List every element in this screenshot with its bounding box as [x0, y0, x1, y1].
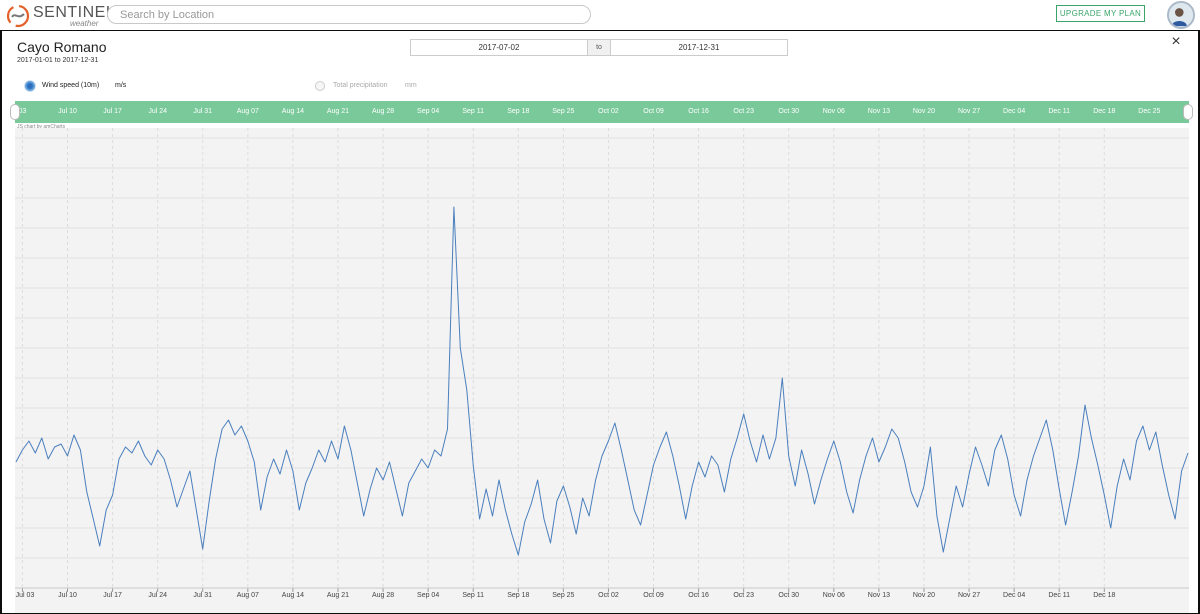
x-tick-label: Jul 10 — [58, 592, 77, 599]
scrollbar-date-label: Oct 23 — [733, 108, 754, 115]
chart-plot-area[interactable]: Jul 03 Jul 10 Jul 17 Jul 24 Jul 31 Aug 07 Aug … — [15, 128, 1189, 613]
x-tick-label: Oct 30 — [778, 592, 800, 599]
scrollbar-date-label: Dec 11 — [1048, 108, 1071, 115]
scrollbar-date-label: Nov 13 — [867, 108, 890, 115]
brand-subtitle: weather — [70, 19, 99, 28]
upgrade-plan-button[interactable]: UPGRADE MY PLAN — [1056, 5, 1145, 22]
date-to-label: to — [588, 39, 610, 56]
x-tick-label: Oct 16 — [688, 592, 709, 599]
x-tick-label: Aug 07 — [236, 592, 259, 599]
x-tick-label: Oct 23 — [733, 592, 754, 599]
x-tick-label: Aug 28 — [371, 592, 395, 599]
wind-speed-chart — [15, 128, 1189, 592]
scrollbar-date-label: Jul 31 — [193, 108, 213, 115]
data-date-range: 2017-01-01 to 2017-12-31 — [17, 57, 99, 64]
x-tick-label: Sep 18 — [507, 592, 530, 599]
scrollbar-date-label: Sep 04 — [417, 108, 440, 115]
scrollbar-date-label: 03 — [18, 108, 27, 115]
x-tick-label: Dec 11 — [1048, 592, 1071, 599]
scrollbar-date-label: Aug 14 — [281, 108, 304, 115]
scrollbar-date-label: Sep 11 — [462, 108, 485, 115]
precipitation-radio[interactable] — [315, 81, 325, 91]
scrollbar-date-label: Sep 18 — [507, 108, 530, 115]
x-tick-label: Jul 31 — [193, 592, 213, 599]
x-tick-label: Jul 24 — [148, 592, 167, 599]
legend-precipitation-unit: mm — [405, 82, 417, 89]
x-tick-label: Dec 18 — [1093, 592, 1116, 599]
scrollbar-date-label: Nov 06 — [822, 108, 845, 115]
x-tick-label: Sep 04 — [417, 592, 440, 599]
scrollbar-date-label: Oct 02 — [598, 108, 619, 115]
scrollbar-date-label: Aug 21 — [326, 108, 350, 115]
x-tick-label: Nov 27 — [957, 592, 981, 599]
scrollbar-date-label: Nov 20 — [912, 108, 936, 115]
scrollbar-date-label: Dec 04 — [1003, 108, 1026, 115]
chart-panel: Cayo Romano 2017-01-01 to 2017-12-31 201… — [2, 31, 1198, 613]
end-date-input[interactable]: 2017-12-31 — [610, 39, 788, 56]
top-bar: SENTINEL weather UPGRADE MY PLAN — [0, 0, 1200, 30]
chart-credit[interactable]: JS chart by amCharts — [17, 124, 66, 130]
legend-precipitation-label[interactable]: Total precipitation — [333, 82, 388, 89]
legend-wind-speed-unit: m/s — [115, 82, 127, 89]
scrollbar-left-grip[interactable] — [10, 104, 20, 120]
x-tick-label: Jul 17 — [103, 592, 122, 599]
x-tick-label: Aug 21 — [326, 592, 350, 599]
scrollbar-date-label: Dec 25 — [1138, 108, 1161, 115]
user-avatar-icon[interactable] — [1167, 1, 1195, 29]
start-date-input[interactable]: 2017-07-02 — [410, 39, 588, 56]
brand-name: SENTINEL — [33, 4, 116, 21]
x-tick-label: Dec 04 — [1003, 592, 1026, 599]
x-tick-label: Nov 20 — [912, 592, 936, 599]
x-tick-label: Aug 14 — [281, 592, 304, 599]
scrollbar-date-label: Jul 10 — [58, 108, 77, 115]
scrollbar-date-label: Aug 07 — [236, 108, 259, 115]
series-line-wind-speed[interactable] — [15, 206, 1189, 556]
scrollbar-date-label: Sep 25 — [552, 108, 575, 115]
scrollbar-date-label: Nov 27 — [957, 108, 981, 115]
x-tick-label: Oct 02 — [598, 592, 619, 599]
x-tick-label: Sep 25 — [552, 592, 575, 599]
wind-speed-radio[interactable] — [25, 81, 35, 91]
close-icon[interactable]: × — [1171, 33, 1181, 50]
location-title: Cayo Romano — [17, 39, 107, 55]
sentinel-logo-icon — [6, 4, 30, 28]
x-tick-label: Nov 06 — [822, 592, 845, 599]
legend-wind-speed-label[interactable]: Wind speed (10m) — [42, 82, 100, 89]
scrollbar-date-label: Jul 17 — [103, 108, 122, 115]
x-tick-label: Oct 09 — [643, 592, 664, 599]
x-tick-label: Nov 13 — [867, 592, 890, 599]
scrollbar-date-label: Oct 16 — [688, 108, 709, 115]
scrollbar-date-label: Jul 24 — [148, 108, 167, 115]
chart-scrollbar[interactable]: 03 Jul 10 Jul 17 Jul 24 Jul 31 Aug 07 Aug 14 Au… — [15, 101, 1189, 123]
logo[interactable]: SENTINEL weather — [6, 3, 115, 29]
scrollbar-date-label: Aug 28 — [371, 108, 395, 115]
scrollbar-date-label: Oct 30 — [778, 108, 800, 115]
search-input[interactable] — [107, 5, 591, 24]
avatar — [1169, 3, 1193, 27]
x-tick-label: Jul 03 — [15, 592, 35, 599]
scrollbar-right-grip[interactable] — [1183, 104, 1193, 120]
x-tick-label: Sep 11 — [462, 592, 485, 599]
scrollbar-date-label: Dec 18 — [1093, 108, 1116, 115]
scrollbar-date-label: Oct 09 — [643, 108, 664, 115]
